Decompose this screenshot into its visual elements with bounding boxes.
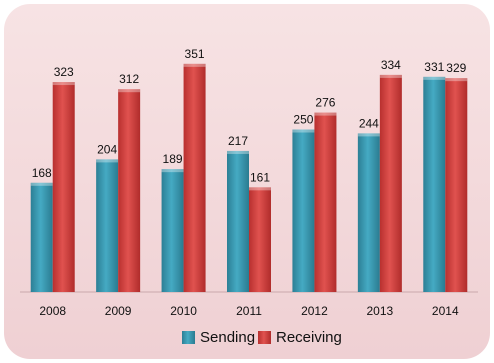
- x-tick-2010: 2010: [170, 304, 197, 318]
- x-tick-2008: 2008: [39, 304, 66, 318]
- bar-sending-2014: [423, 76, 446, 292]
- data-label-receiving-2014: 329: [446, 61, 466, 75]
- bars: [30, 63, 468, 293]
- bar-receiving-2013: [379, 74, 402, 293]
- bar-sending-2012: [292, 129, 315, 292]
- bar-highlight-receiving-2011: [249, 187, 271, 191]
- legend-label-sending: Sending: [200, 329, 255, 346]
- data-label-sending-2008: 168: [32, 166, 52, 180]
- bar-sending-2010: [161, 169, 184, 292]
- data-label-sending-2012: 250: [293, 113, 313, 127]
- bar-highlight-sending-2008: [30, 182, 53, 186]
- data-label-sending-2014: 331: [424, 60, 444, 74]
- legend-swatch-sending: [182, 331, 195, 344]
- bar-highlight-sending-2009: [96, 159, 119, 163]
- bar-receiving-2010: [183, 63, 206, 292]
- x-tick-2011: 2011: [236, 304, 262, 318]
- x-tick-2014: 2014: [432, 304, 459, 318]
- data-label-sending-2011: 217: [228, 134, 248, 148]
- bar-highlight-receiving-2010: [183, 63, 206, 67]
- data-label-receiving-2008: 323: [54, 65, 74, 79]
- bar-receiving-2014: [445, 78, 468, 293]
- x-tick-2012: 2012: [301, 304, 328, 318]
- bar-sending-2013: [357, 133, 380, 292]
- x-tick-labels: 2008 2009 2010 2011 2012 2013 2014: [39, 304, 459, 318]
- bar-highlight-receiving-2012: [314, 112, 337, 116]
- data-label-receiving-2010: 351: [185, 47, 205, 61]
- legend: Sending Receiving: [182, 329, 342, 346]
- data-label-sending-2013: 244: [359, 116, 379, 130]
- legend-label-receiving: Receiving: [276, 329, 342, 346]
- bar-receiving-2011: [249, 187, 271, 292]
- bar-highlight-sending-2011: [227, 150, 249, 154]
- legend-swatch-receiving: [258, 331, 271, 344]
- data-label-sending-2010: 189: [163, 152, 183, 166]
- bar-sending-2008: [30, 182, 53, 292]
- data-label-receiving-2009: 312: [119, 72, 139, 86]
- bar-sending-2009: [96, 159, 119, 292]
- data-label-sending-2009: 204: [97, 142, 117, 156]
- data-label-receiving-2011: 161: [250, 170, 270, 184]
- data-label-receiving-2012: 276: [315, 96, 335, 110]
- bar-highlight-receiving-2009: [118, 89, 141, 93]
- bar-highlight-sending-2010: [161, 169, 184, 173]
- x-tick-2009: 2009: [105, 304, 132, 318]
- x-tick-2013: 2013: [367, 304, 394, 318]
- bar-highlight-sending-2013: [357, 133, 380, 137]
- bar-highlight-sending-2014: [423, 76, 446, 80]
- bar-receiving-2009: [118, 89, 141, 292]
- bar-highlight-receiving-2014: [445, 78, 468, 82]
- bar-receiving-2012: [314, 112, 337, 292]
- data-label-receiving-2013: 334: [381, 58, 401, 72]
- bar-sending-2011: [227, 150, 249, 292]
- bar-receiving-2008: [52, 82, 75, 292]
- bar-highlight-sending-2012: [292, 129, 315, 133]
- bar-highlight-receiving-2013: [379, 74, 402, 78]
- bar-highlight-receiving-2008: [52, 82, 75, 86]
